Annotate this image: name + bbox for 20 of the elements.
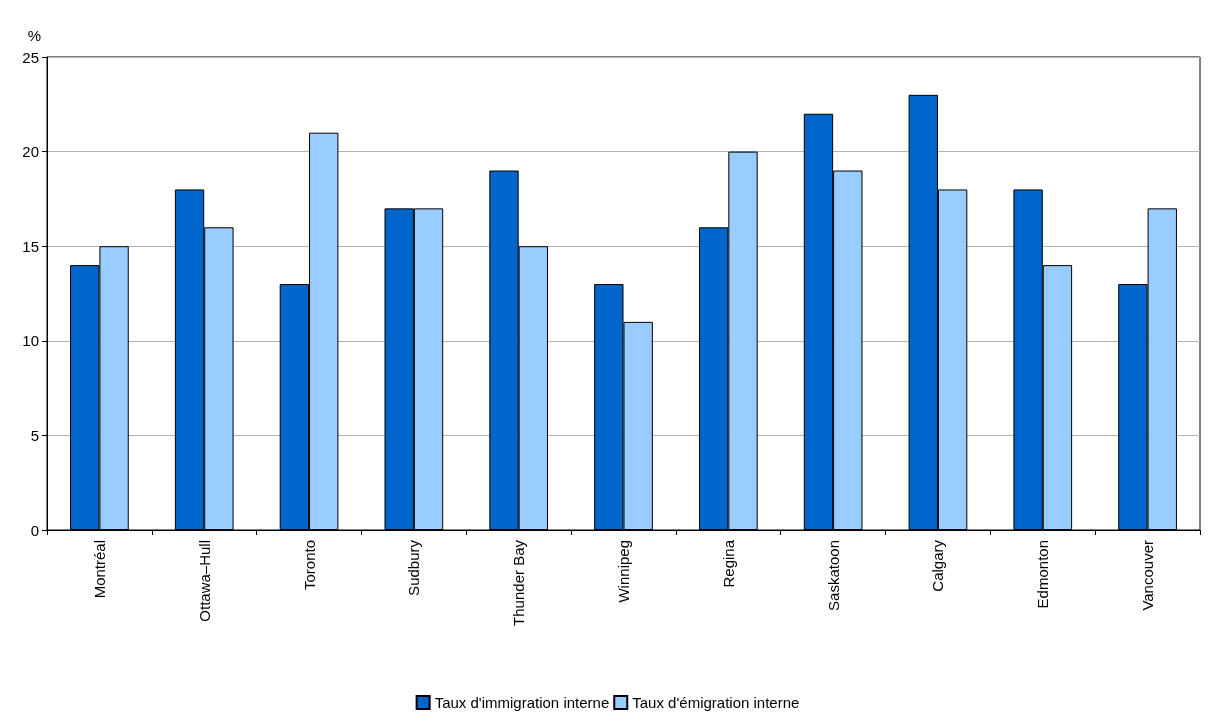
x-tick-label: Sudbury [405,539,423,596]
y-tick-label: 0 [30,521,39,539]
legend-label: Taux d'immigration interne [434,694,610,711]
x-tick-label: Thunder Bay [510,539,528,626]
y-tick-label: 15 [22,237,39,255]
x-tick-label: Vancouver [1139,540,1157,611]
x-tick-label: Edmonton [1034,540,1052,609]
y-tick-label: 25 [22,48,39,66]
x-tick-label: Ottawa–Hull [195,540,213,622]
y-axis-title: % [27,27,41,44]
x-tick-label: Toronto [300,540,318,591]
y-tick-label: 10 [22,332,39,350]
x-tick-label: Saskatoon [824,540,842,611]
legend-label: Taux d'émigration interne [632,694,800,711]
x-tick-label: Winnipeg [615,540,632,603]
y-tick-label: 20 [22,143,39,161]
x-tick-label: Regina [719,539,737,588]
y-tick-label: 5 [30,426,39,444]
x-tick-label: Calgary [929,539,947,592]
x-tick-label: Montréal [90,540,108,599]
